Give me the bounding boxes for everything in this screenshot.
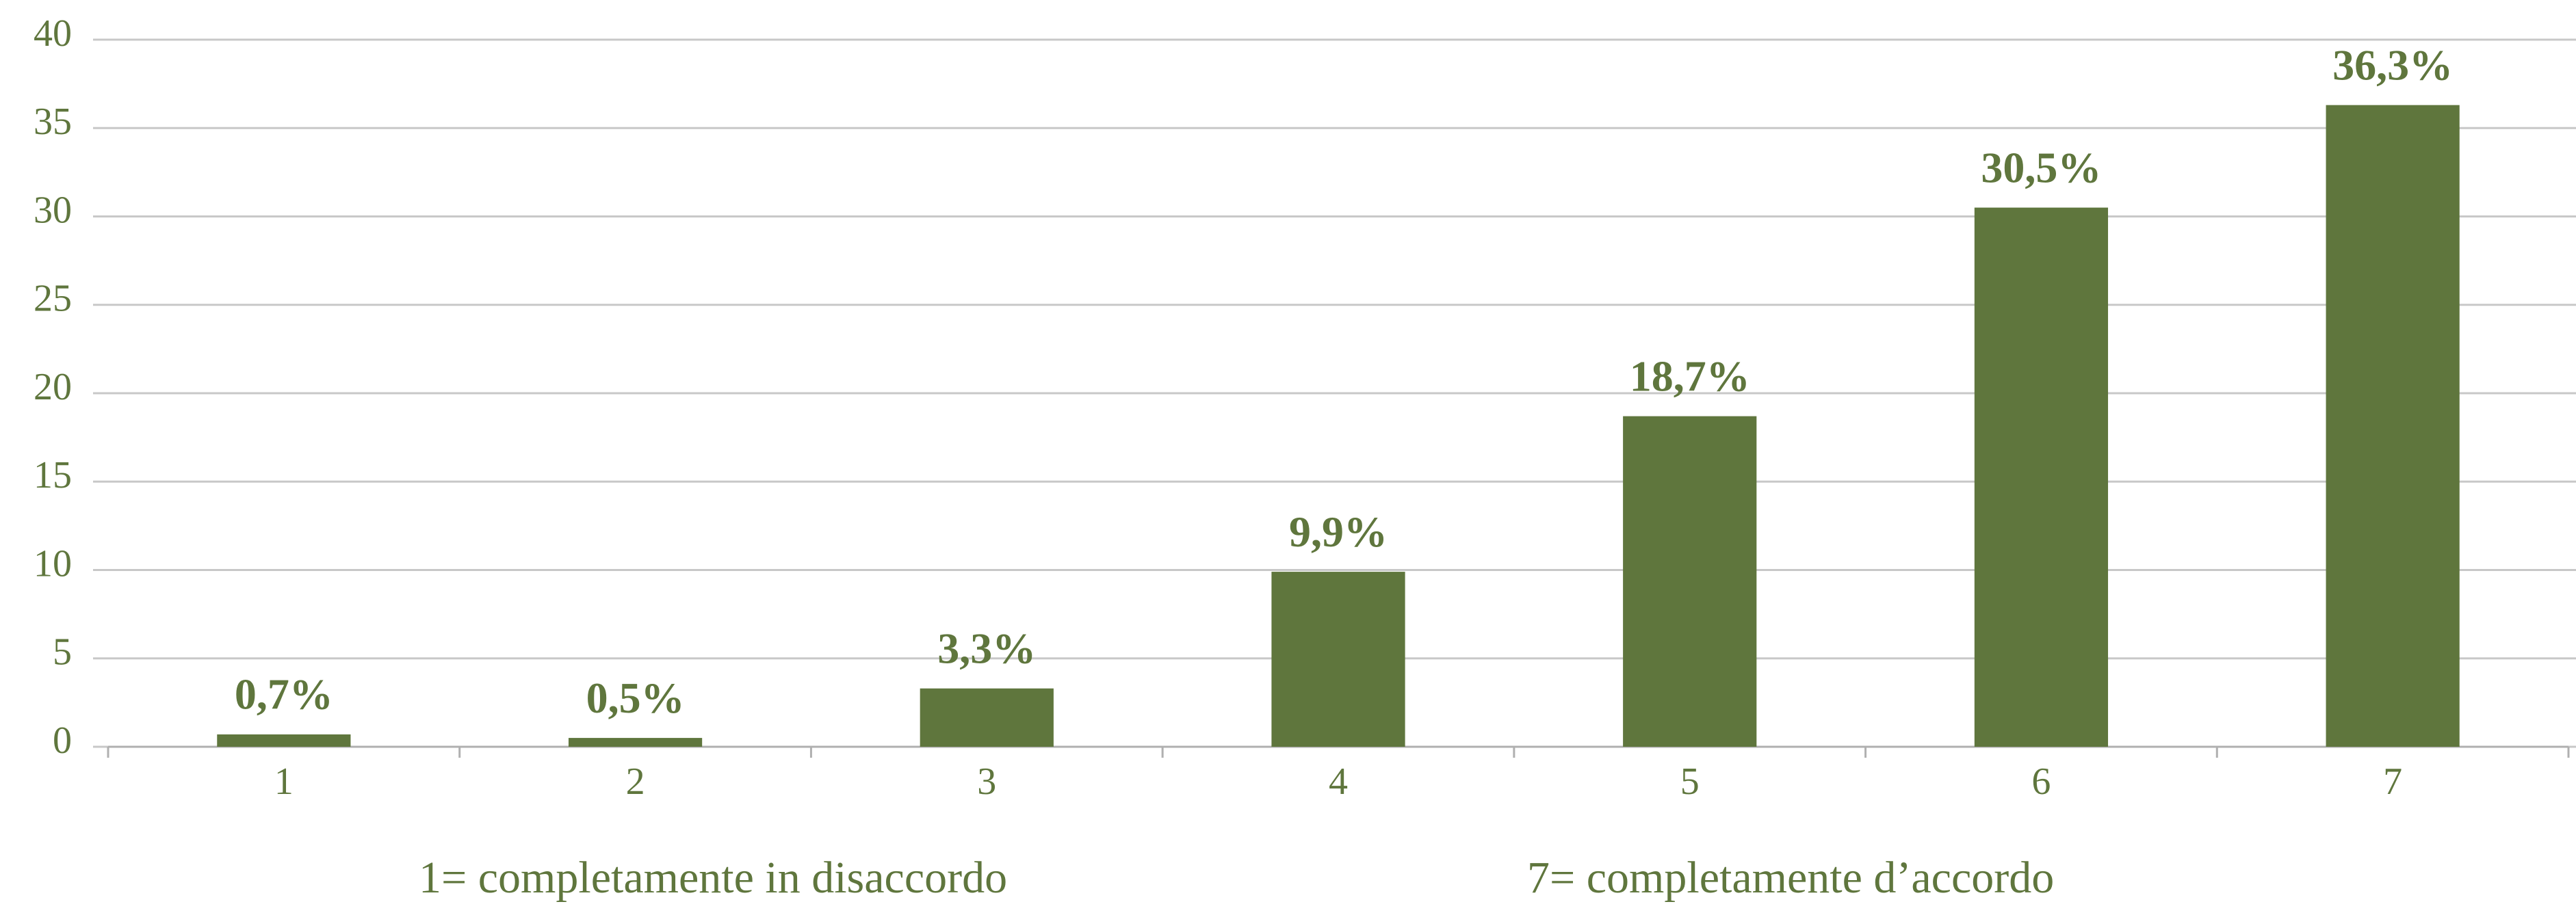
y-tick-label: 35 [34, 101, 72, 143]
bar [1623, 416, 1757, 747]
bar [568, 738, 703, 747]
data-label: 0,5% [586, 674, 685, 722]
y-tick-label: 0 [53, 719, 72, 762]
y-tick-label: 10 [34, 542, 72, 585]
y-tick-label: 20 [34, 366, 72, 408]
bar [920, 688, 1054, 747]
annotation: 7= completamente d’accordo [1527, 853, 2054, 903]
x-tick-label: 3 [977, 760, 996, 803]
data-label: 30,5% [1981, 143, 2101, 191]
bar [1271, 572, 1405, 747]
bar [2326, 105, 2460, 747]
y-tick-label: 5 [53, 631, 72, 674]
x-tick-label: 6 [2031, 760, 2051, 803]
x-tick-label: 7 [2383, 760, 2402, 803]
x-tick-label: 1 [274, 760, 294, 803]
y-tick-label: 30 [34, 189, 72, 231]
data-label: 36,3% [2332, 40, 2453, 89]
x-tick-label: 5 [1680, 760, 1700, 803]
y-tick-label: 25 [34, 278, 72, 320]
y-tick-label: 40 [34, 12, 72, 55]
data-label: 3,3% [937, 624, 1036, 672]
y-tick-label: 15 [34, 454, 72, 496]
data-label: 0,7% [235, 670, 333, 719]
x-tick-label: 2 [626, 760, 645, 803]
bar [217, 734, 351, 747]
x-tick-label: 4 [1329, 760, 1348, 803]
data-label: 18,7% [1630, 352, 1750, 400]
annotation: 1= completamente in disaccordo [419, 853, 1007, 903]
bar [1974, 207, 2109, 747]
data-label: 9,9% [1289, 507, 1388, 556]
